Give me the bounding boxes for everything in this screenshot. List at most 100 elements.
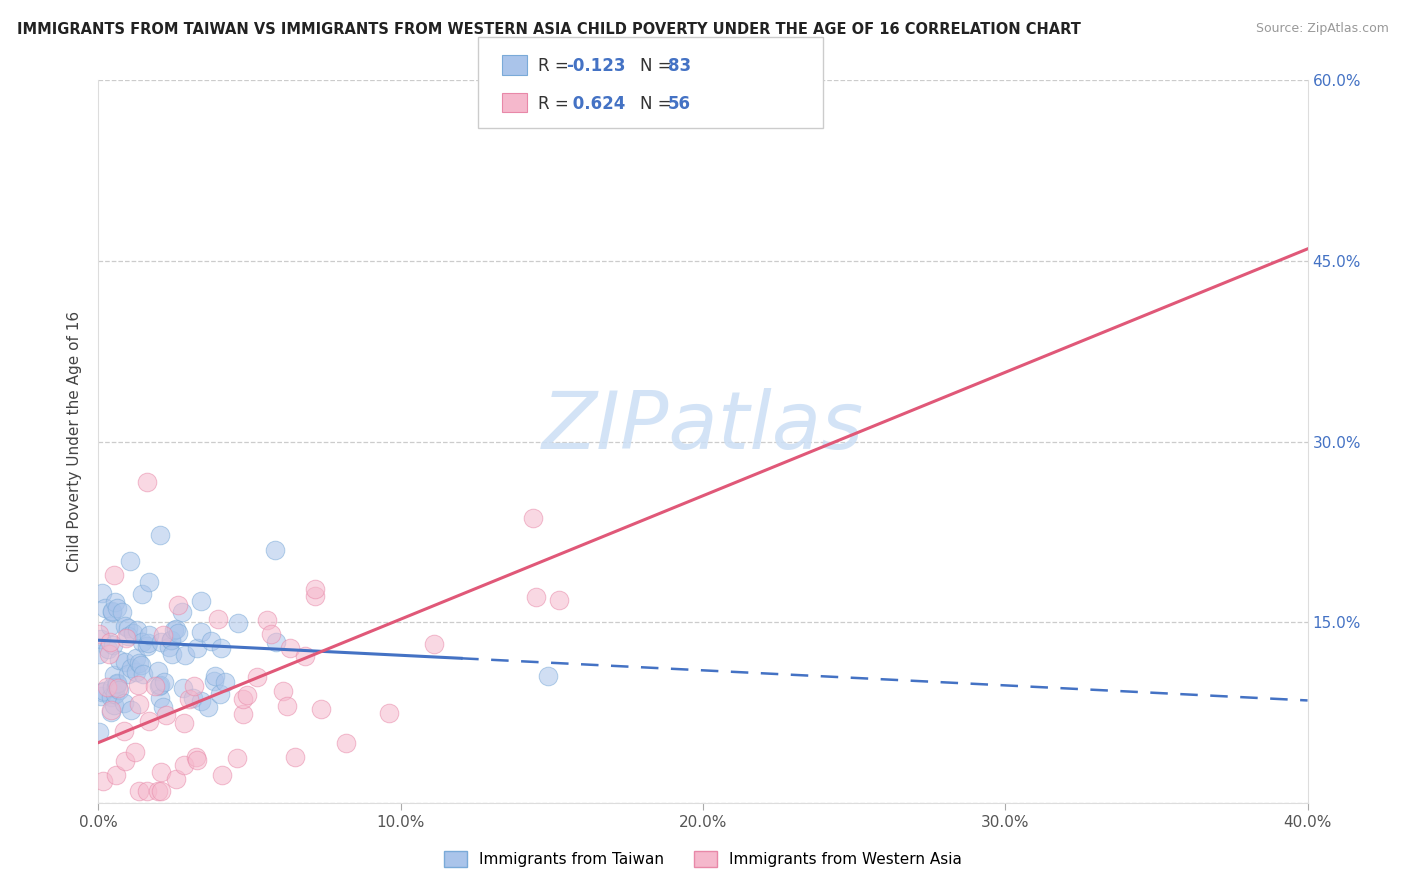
Text: ZIPatlas: ZIPatlas — [541, 388, 865, 467]
Point — [143, 679, 166, 693]
Point — [138, 574, 160, 589]
Point — [232, 692, 254, 706]
Point — [200, 633, 222, 648]
Point — [173, 716, 195, 731]
Point — [157, 640, 180, 654]
Point — [190, 594, 212, 608]
Point — [89, 725, 111, 739]
Point — [136, 475, 159, 490]
Point — [226, 615, 249, 630]
Point — [138, 628, 160, 642]
Point — [117, 629, 139, 643]
Text: -0.123: -0.123 — [567, 57, 626, 75]
Point — [152, 674, 174, 689]
Point — [97, 647, 120, 661]
Y-axis label: Child Poverty Under the Age of 16: Child Poverty Under the Age of 16 — [67, 311, 83, 572]
Point — [136, 636, 159, 650]
Point — [125, 665, 148, 680]
Point — [209, 640, 232, 655]
Point — [152, 627, 174, 641]
Point — [125, 651, 148, 665]
Point — [87, 627, 110, 641]
Point — [214, 674, 236, 689]
Point — [160, 647, 183, 661]
Text: 56: 56 — [668, 95, 690, 112]
Point — [167, 598, 190, 612]
Point — [190, 624, 212, 639]
Point — [138, 714, 160, 728]
Point — [135, 639, 157, 653]
Point — [90, 689, 112, 703]
Point — [104, 687, 127, 701]
Point — [174, 648, 197, 663]
Point — [246, 670, 269, 684]
Point — [167, 626, 190, 640]
Point — [104, 768, 127, 782]
Point — [148, 784, 170, 798]
Point — [129, 658, 152, 673]
Point — [105, 677, 128, 691]
Point — [100, 690, 122, 704]
Point — [91, 586, 114, 600]
Point — [309, 701, 332, 715]
Point — [304, 589, 326, 603]
Point — [107, 682, 129, 697]
Point — [124, 745, 146, 759]
Point — [131, 635, 153, 649]
Point — [155, 707, 177, 722]
Point — [260, 627, 283, 641]
Point — [149, 691, 172, 706]
Point — [128, 656, 150, 670]
Point — [165, 772, 187, 787]
Point — [118, 554, 141, 568]
Point — [177, 692, 200, 706]
Point — [232, 706, 254, 721]
Point — [537, 668, 560, 682]
Point — [114, 655, 136, 669]
Point — [226, 751, 249, 765]
Point — [335, 736, 357, 750]
Point — [522, 511, 544, 525]
Point — [163, 624, 186, 638]
Text: 83: 83 — [668, 57, 690, 75]
Point — [149, 765, 172, 780]
Point — [150, 784, 173, 798]
Text: N =: N = — [640, 95, 676, 112]
Point — [271, 684, 294, 698]
Point — [211, 768, 233, 782]
Point — [114, 755, 136, 769]
Point — [122, 626, 145, 640]
Point — [89, 647, 111, 661]
Point — [114, 619, 136, 633]
Point — [98, 619, 121, 633]
Point — [207, 612, 229, 626]
Point — [146, 664, 169, 678]
Point — [208, 687, 231, 701]
Point — [165, 622, 187, 636]
Point — [90, 632, 112, 647]
Point — [278, 640, 301, 655]
Point — [98, 635, 121, 649]
Point — [197, 699, 219, 714]
Point — [103, 568, 125, 582]
Point — [186, 750, 208, 764]
Point — [160, 633, 183, 648]
Point — [131, 586, 153, 600]
Point — [170, 605, 193, 619]
Point — [132, 666, 155, 681]
Text: Source: ZipAtlas.com: Source: ZipAtlas.com — [1256, 22, 1389, 36]
Point — [186, 753, 208, 767]
Point — [256, 613, 278, 627]
Point — [128, 697, 150, 711]
Point — [149, 635, 172, 649]
Text: IMMIGRANTS FROM TAIWAN VS IMMIGRANTS FROM WESTERN ASIA CHILD POVERTY UNDER THE A: IMMIGRANTS FROM TAIWAN VS IMMIGRANTS FRO… — [17, 22, 1081, 37]
Point — [120, 703, 142, 717]
Point — [264, 635, 287, 649]
Point — [128, 784, 150, 798]
Point — [173, 758, 195, 772]
Point — [100, 702, 122, 716]
Point — [377, 706, 399, 720]
Point — [183, 679, 205, 693]
Point — [108, 652, 131, 666]
Text: N =: N = — [640, 57, 676, 75]
